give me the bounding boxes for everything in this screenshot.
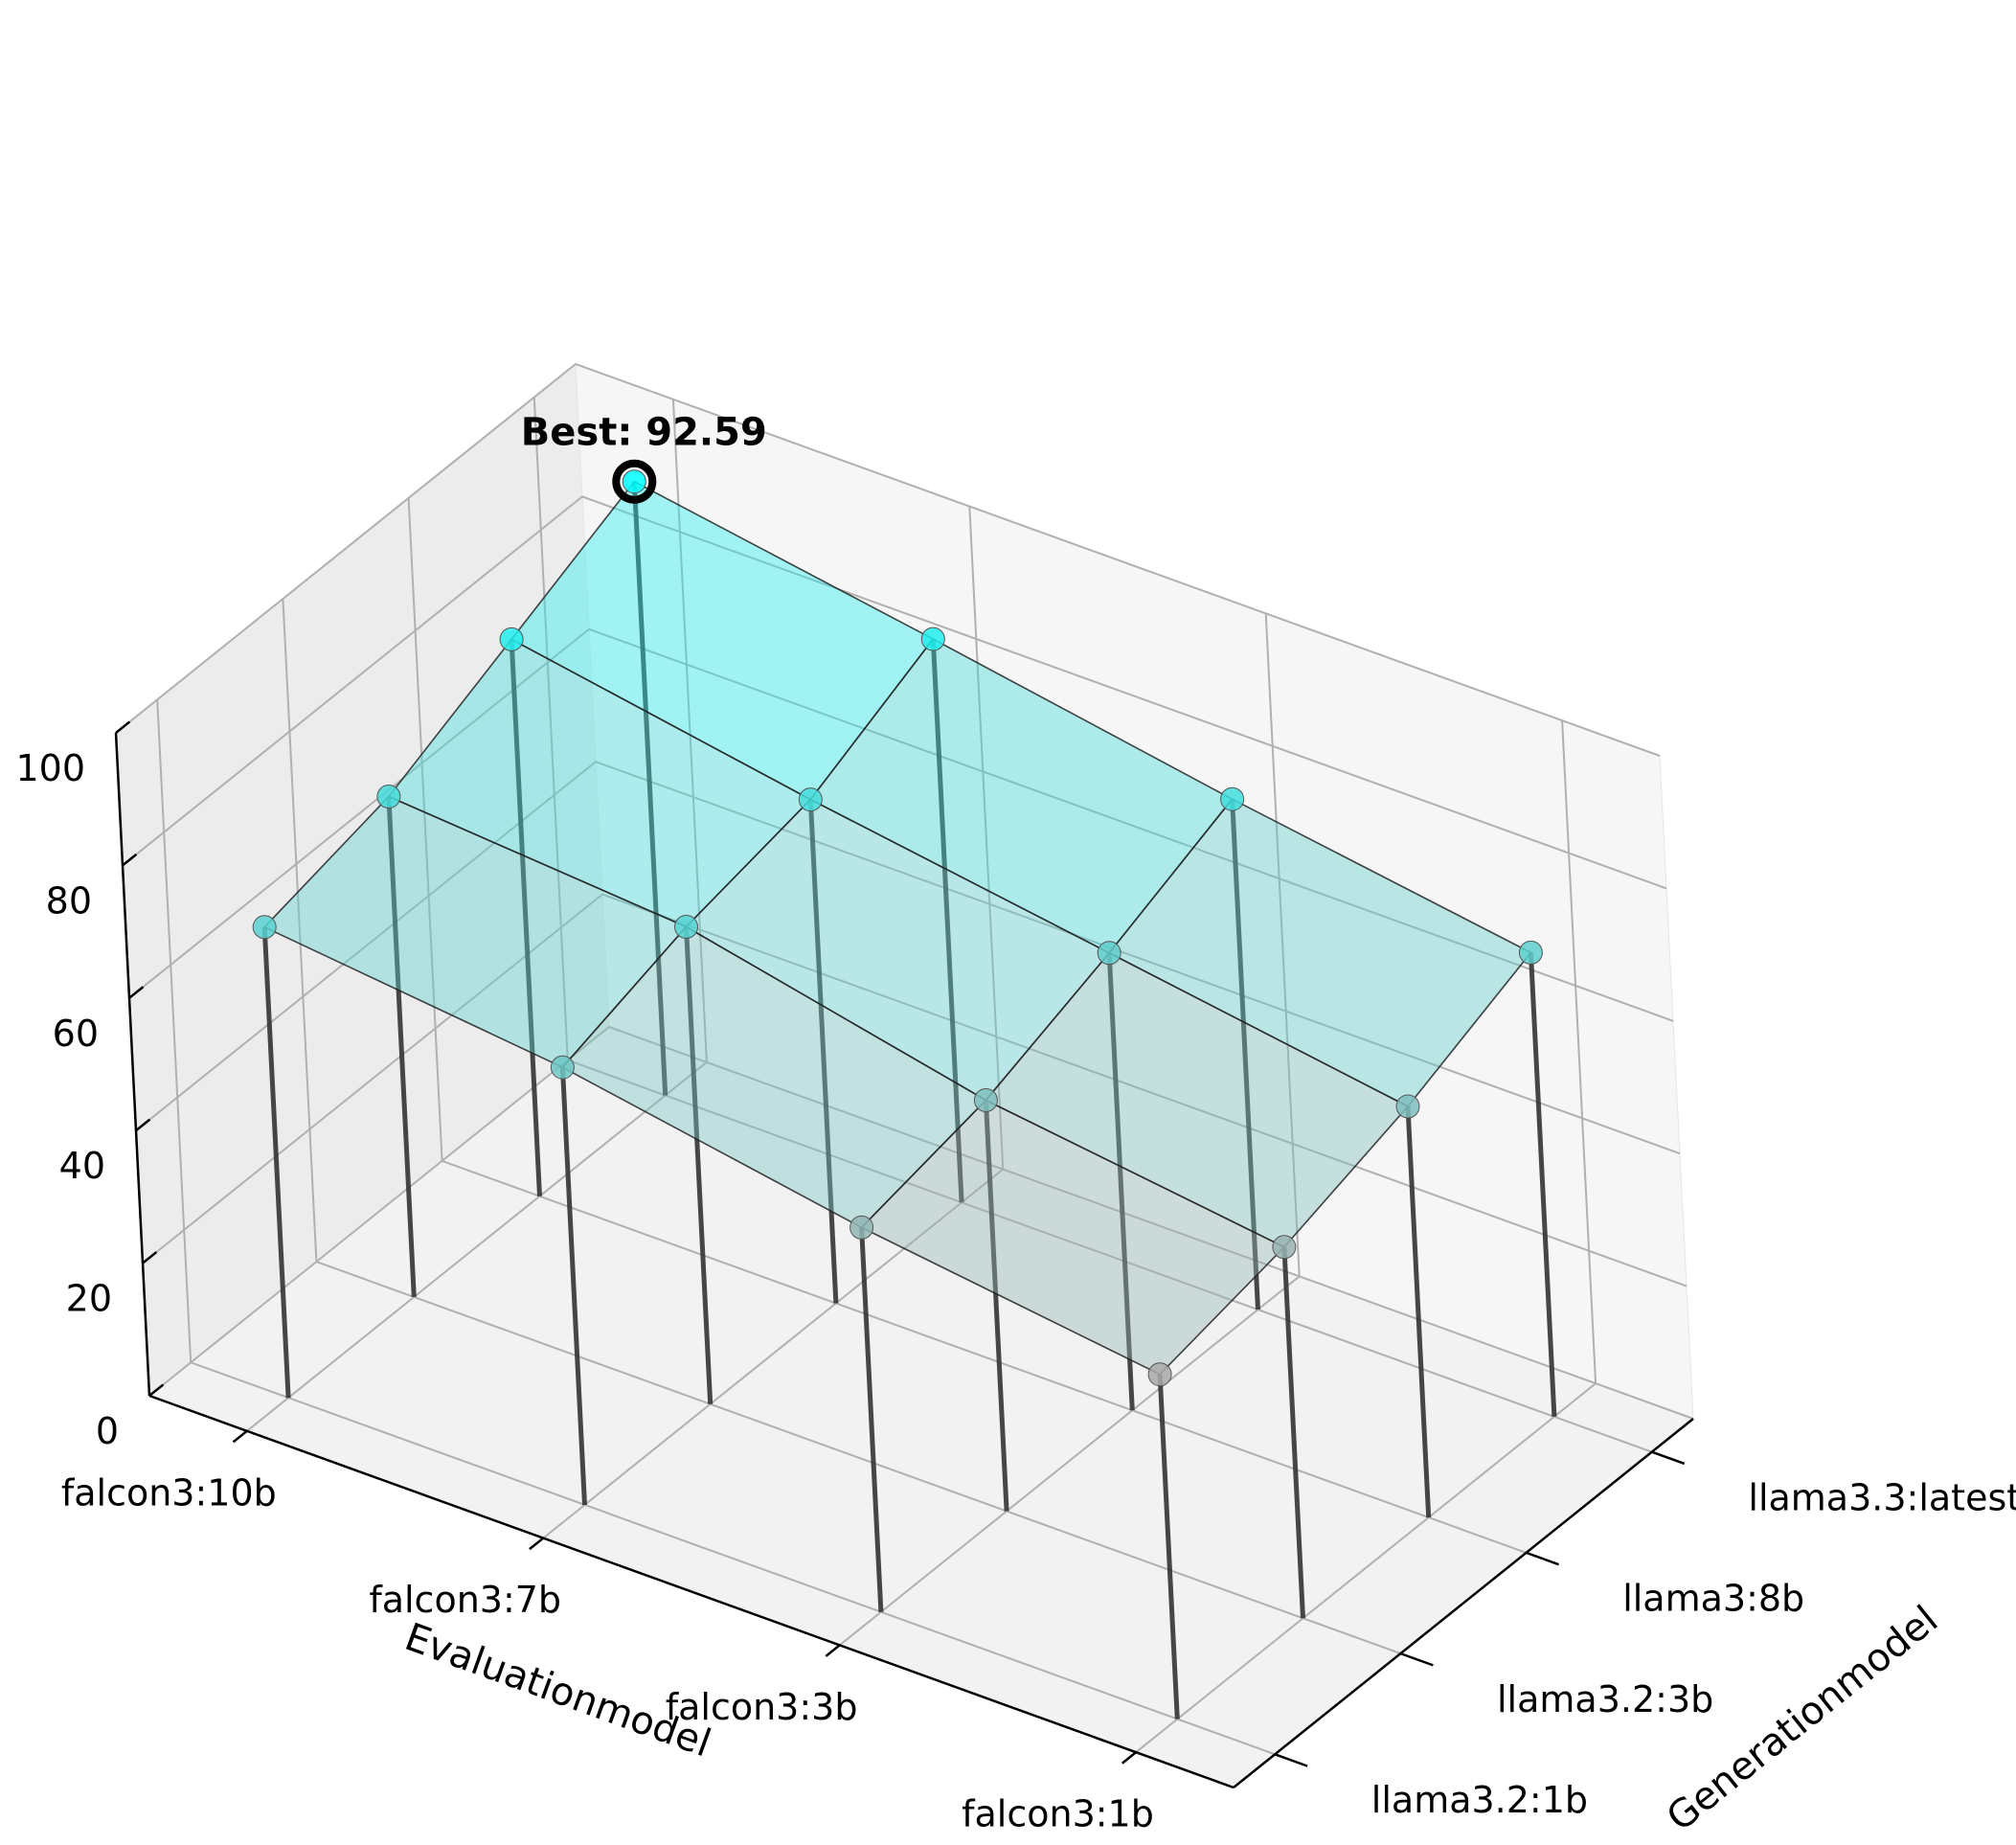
data-point (499, 626, 524, 651)
z-tick-label: 100 (15, 747, 85, 789)
axis-lines (114, 720, 1694, 1789)
best-annotation: Best: 92.59 (521, 411, 767, 455)
z-tick (135, 1118, 151, 1132)
data-point (550, 1055, 575, 1080)
y-tick (1399, 1651, 1434, 1667)
data-point (674, 915, 698, 939)
data-point (376, 785, 401, 809)
data-point (1147, 1362, 1172, 1387)
data-point (973, 1088, 998, 1112)
x-tick (825, 1644, 841, 1657)
z-tick (148, 1383, 165, 1397)
grid-line-z (142, 893, 1688, 1287)
y-axis-line (1233, 1418, 1694, 1788)
data-stem (1230, 799, 1260, 1310)
x-tick-label: falcon3:1b (962, 1793, 1154, 1835)
data-point (920, 626, 945, 651)
data-point (1220, 786, 1245, 811)
best-marker (612, 459, 657, 504)
data-point (622, 469, 646, 494)
data-stem (1106, 952, 1135, 1411)
data-point (1395, 1094, 1420, 1119)
x-axis-line (148, 1394, 1235, 1789)
data-stem (684, 926, 714, 1404)
y-tick (1526, 1551, 1559, 1566)
surface-patches (262, 480, 1532, 1376)
data-stem (386, 796, 417, 1298)
z-tick-label: 60 (53, 1013, 99, 1055)
z-tick (128, 986, 145, 999)
z-axis-line (114, 732, 151, 1397)
data-point (1518, 940, 1543, 965)
y-tick-label: llama3.2:1b (1371, 1779, 1588, 1821)
y-tick (1651, 1450, 1686, 1466)
data-stems (261, 481, 1557, 1720)
data-stem (1528, 952, 1557, 1417)
y-tick-label: llama3:8b (1622, 1578, 1804, 1620)
data-stem (631, 481, 668, 1096)
grid-line-z (148, 1025, 1694, 1420)
x-tick (529, 1537, 545, 1551)
data-stem (1405, 1105, 1432, 1518)
grid-line-z (115, 362, 1661, 757)
z-tick-label: 80 (46, 879, 92, 922)
y-tick-label: llama3.2:3b (1497, 1678, 1713, 1720)
x-tick-label: falcon3:10b (61, 1471, 277, 1514)
data-stem (930, 638, 964, 1203)
data-stem (983, 1100, 1009, 1512)
x-tick (232, 1429, 248, 1444)
data-point (798, 787, 823, 812)
x-tick-label: falcon3:7b (369, 1579, 561, 1621)
data-stem (807, 799, 839, 1304)
z-tick-label: 0 (96, 1410, 119, 1452)
data-point (252, 915, 277, 940)
data-point (1097, 941, 1121, 966)
annotations: Best: 92.59 (521, 411, 767, 504)
y-tick-label: llama3.3:latest (1748, 1476, 2016, 1518)
z-tick-label: 20 (66, 1278, 112, 1320)
grid-line-z (128, 627, 1674, 1022)
data-point (849, 1215, 874, 1240)
data-stem (559, 1067, 587, 1506)
data-stem (1281, 1246, 1305, 1619)
grid-line-z (122, 495, 1667, 890)
x-tick-label: falcon3:3b (666, 1686, 858, 1728)
axis-panes (115, 362, 1695, 1788)
z-tick-label: 40 (59, 1145, 105, 1187)
z-tick (142, 1251, 158, 1264)
z-tick (115, 720, 131, 734)
data-stem (1157, 1374, 1180, 1720)
grid-line-z (135, 761, 1681, 1155)
data-stem (509, 639, 542, 1196)
data-stem (261, 926, 291, 1399)
data-point (1272, 1235, 1297, 1260)
z-tick (122, 853, 138, 867)
data-points (252, 469, 1543, 1387)
data-stem (859, 1227, 884, 1612)
x-tick (1121, 1751, 1137, 1765)
y-tick (1274, 1753, 1308, 1767)
